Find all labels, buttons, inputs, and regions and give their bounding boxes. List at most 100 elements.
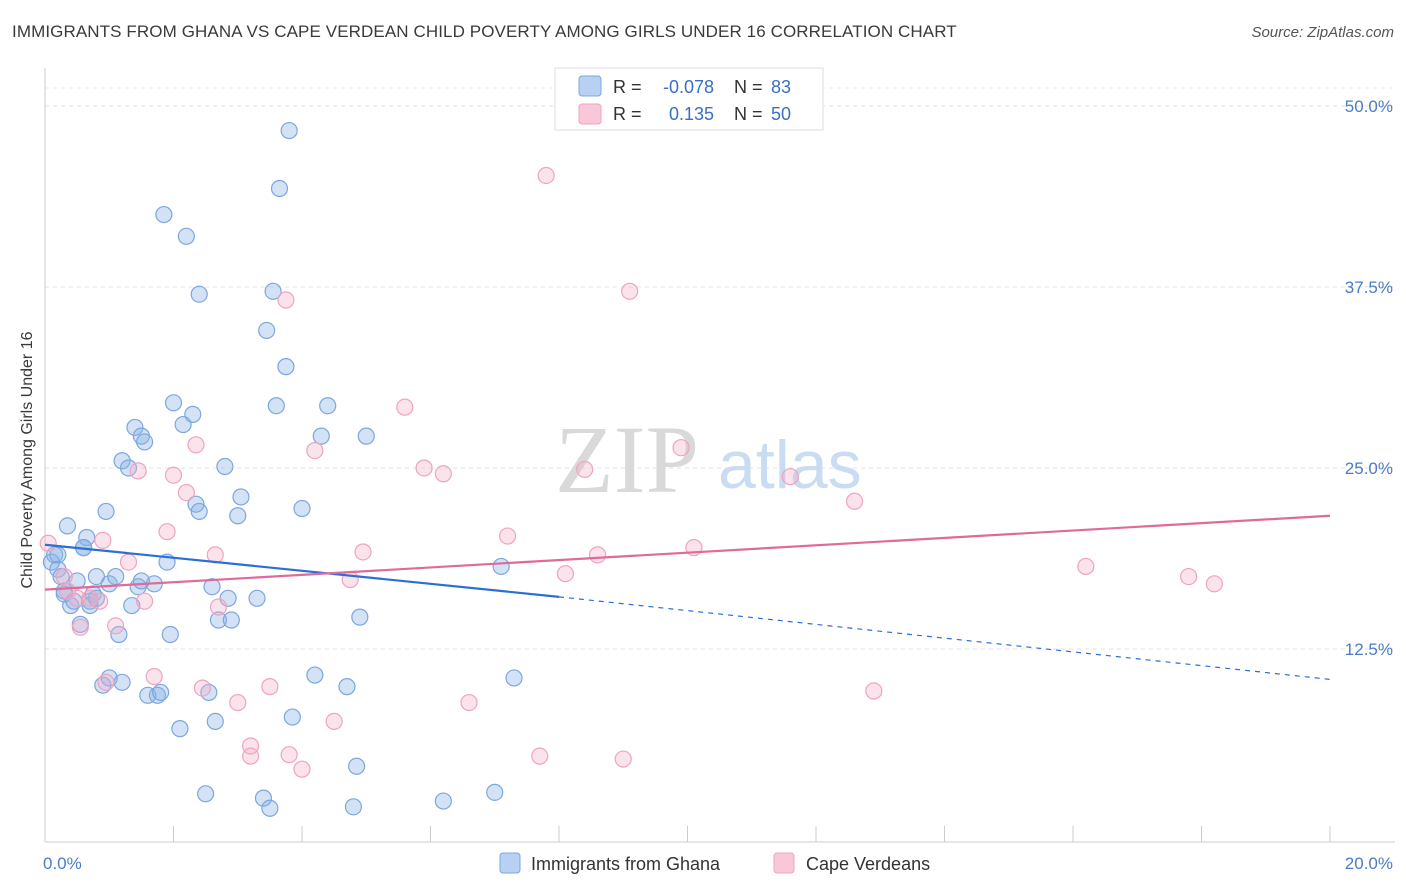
ghana-point: [232, 488, 250, 506]
ghana-point: [357, 427, 375, 445]
cape-verdean-point: [242, 747, 260, 765]
ghana-point: [222, 611, 240, 629]
ghana-point: [113, 673, 131, 691]
legend-n-label-2: N =: [734, 104, 763, 124]
legend-r-label-1: R =: [613, 77, 642, 97]
cape-verdean-point: [39, 534, 57, 552]
cape-verdean-trend-line: [44, 514, 1331, 591]
ghana-point: [338, 678, 356, 696]
legend-n-value-1: 83: [771, 77, 791, 97]
stats-legend: R = -0.078 N = 83 R = 0.135 N = 50: [554, 67, 824, 131]
ghana-point: [81, 596, 99, 615]
cape-verdean-point: [193, 679, 212, 697]
ghana-point: [110, 625, 128, 644]
ghana-point: [190, 502, 208, 521]
ghana-point: [216, 457, 234, 476]
ghana-point: [293, 499, 311, 518]
cape-verdean-point: [145, 667, 163, 686]
cape-verdean-point: [341, 570, 359, 589]
ghana-point: [148, 686, 167, 704]
series-ghana-points: [42, 121, 523, 817]
cape-verdean-point: [209, 598, 228, 616]
ghana-point: [492, 557, 510, 576]
ghana-point: [277, 358, 295, 376]
ghana-point: [505, 669, 523, 687]
tick-labels: 12.5% 25.0% 37.5% 50.0% 0.0% 20.0%: [43, 97, 1393, 873]
ghana-point: [100, 575, 118, 593]
legend-ghana-swatch: [499, 852, 521, 874]
ghana-point: [267, 397, 285, 415]
cape-verdean-point: [396, 398, 414, 416]
watermark-atlas: atlas: [718, 427, 862, 503]
cape-verdean-point: [277, 291, 295, 309]
ghana-point: [219, 589, 237, 607]
chart-title: IMMIGRANTS FROM GHANA VS CAPE VERDEAN CH…: [12, 22, 957, 41]
legend-swatch-blue: [578, 75, 602, 97]
ghana-point: [197, 785, 215, 803]
cape-verdean-point: [415, 459, 433, 477]
ghana-point: [123, 596, 141, 615]
ghana-point: [107, 567, 125, 586]
ghana-point: [164, 394, 183, 412]
ghana-point: [312, 427, 330, 445]
cape-verdean-point: [434, 465, 452, 483]
cape-verdean-point: [354, 543, 372, 561]
cape-verdean-point: [1077, 557, 1095, 576]
ghana-point: [270, 179, 289, 198]
ghana-point: [264, 282, 282, 300]
x-tick-label: 0.0%: [43, 854, 82, 873]
ghana-trend-extension: [558, 596, 1331, 680]
cape-verdean-point: [576, 460, 594, 479]
ghana-point: [206, 712, 224, 730]
ghana-point: [486, 783, 504, 801]
watermark-zip: ZIP: [555, 406, 699, 513]
cape-verdean-point: [135, 592, 154, 610]
ghana-point: [280, 121, 298, 140]
ghana-point: [155, 205, 173, 224]
cape-verdean-point: [68, 589, 86, 607]
cape-verdean-point: [177, 483, 195, 502]
cape-verdean-point: [614, 750, 632, 768]
y-axis-label: Child Poverty Among Girls Under 16: [19, 331, 36, 588]
cape-verdean-point: [460, 693, 478, 712]
ghana-point: [119, 459, 138, 477]
ghana-point: [434, 792, 452, 810]
legend-n-value-2: 50: [771, 104, 791, 124]
cape-verdean-point: [1180, 567, 1198, 586]
cape-verdean-point: [91, 592, 109, 610]
ghana-point: [190, 285, 208, 303]
cape-verdean-point: [81, 589, 99, 607]
ghana-point: [261, 799, 279, 817]
trend-lines: [44, 514, 1331, 680]
legend-r-value-1: -0.078: [663, 77, 714, 97]
ghana-point: [184, 405, 202, 424]
legend-r-label-2: R =: [613, 104, 642, 124]
cape-verdean-point: [845, 492, 864, 510]
cape-verdean-point: [531, 747, 549, 765]
legend-r-value-2: 0.135: [669, 104, 714, 124]
ghana-point: [254, 789, 273, 807]
series-cape-verdean-points: [39, 166, 1223, 778]
cape-verdean-point: [781, 468, 799, 486]
legend-ghana-label: Immigrants from Ghana: [531, 854, 721, 874]
cape-verdean-point: [280, 746, 298, 764]
cape-verdean-point: [129, 462, 147, 480]
legend-cape-swatch: [773, 852, 795, 874]
ghana-point: [94, 676, 112, 694]
cape-verdean-point: [621, 282, 639, 300]
ghana-point: [344, 798, 362, 816]
ghana-point: [229, 507, 247, 525]
cape-verdean-point: [242, 737, 260, 755]
legend-swatch-pink: [578, 103, 602, 125]
cape-verdean-point: [97, 673, 115, 691]
cape-verdean-point: [499, 527, 517, 545]
cape-verdean-point: [672, 439, 690, 457]
cape-verdean-point: [107, 617, 125, 635]
ghana-point: [351, 608, 369, 626]
x-tick-label: 20.0%: [1345, 854, 1393, 873]
cape-verdean-point: [158, 523, 176, 541]
cape-verdean-point: [94, 531, 112, 549]
cape-verdean-point: [187, 436, 205, 454]
y-tick-label: 12.5%: [1345, 640, 1393, 659]
